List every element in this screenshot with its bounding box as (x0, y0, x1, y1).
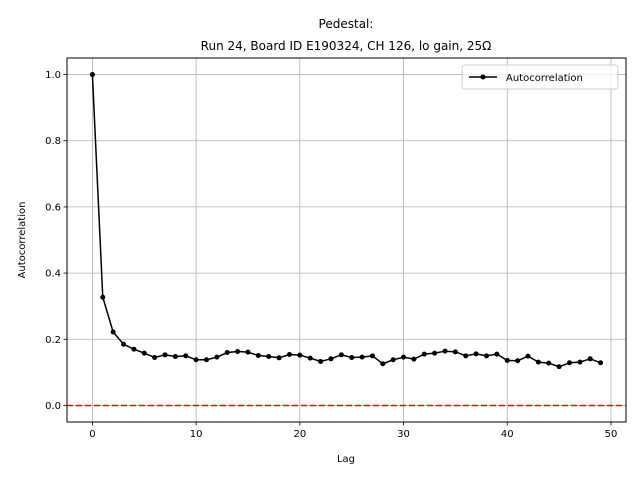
y-tick-label: 0.4 (45, 269, 61, 280)
data-point (203, 357, 209, 363)
data-point (245, 349, 251, 355)
y-tick-label: 1.0 (45, 70, 61, 81)
data-point (235, 349, 241, 355)
data-point (421, 351, 427, 357)
data-point (297, 352, 303, 358)
data-point (121, 341, 127, 347)
data-point (390, 357, 396, 363)
data-point (369, 353, 375, 359)
data-point (162, 352, 168, 358)
data-point (338, 352, 344, 358)
data-point (473, 351, 479, 357)
data-point (504, 357, 510, 363)
data-point (380, 361, 386, 367)
data-point (224, 350, 230, 356)
legend-box (461, 64, 619, 90)
legend: Autocorrelation (461, 64, 619, 90)
data-point (276, 355, 282, 361)
y-tick-label: 0.8 (45, 136, 61, 147)
data-point (255, 352, 261, 358)
data-point (100, 294, 106, 300)
x-tick-label: 30 (397, 429, 410, 440)
x-tick-label: 10 (190, 429, 203, 440)
axis-ticks: 0 10 20 30 40 50 0.0 0.2 0.4 0.6 0.8 1.0 (45, 70, 617, 440)
data-point (525, 353, 531, 359)
data-point (452, 349, 458, 355)
data-point (587, 356, 593, 362)
chart-title-line-1: Pedestal: (319, 17, 374, 31)
data-point (266, 353, 272, 359)
series-layer (89, 72, 604, 370)
x-tick-label: 50 (605, 429, 618, 440)
x-tick-label: 20 (293, 429, 306, 440)
y-tick-label: 0.2 (45, 335, 61, 346)
data-point (556, 364, 562, 370)
data-point (131, 346, 137, 352)
data-point (328, 356, 334, 362)
data-point (442, 348, 448, 354)
data-point (110, 329, 116, 335)
x-tick-label: 0 (89, 429, 95, 440)
data-point (214, 354, 220, 360)
data-point (411, 356, 417, 362)
data-point (183, 353, 189, 359)
data-point (193, 357, 199, 363)
data-point (432, 350, 438, 356)
data-point (494, 351, 500, 357)
y-tick-label: 0.6 (45, 202, 61, 213)
data-point (307, 355, 313, 361)
data-point (535, 359, 541, 365)
data-point (515, 358, 521, 364)
data-point (141, 350, 147, 356)
grid (67, 58, 626, 422)
data-point (359, 354, 365, 360)
legend-label: Autocorrelation (506, 73, 583, 84)
data-point (598, 360, 604, 366)
data-point (566, 360, 572, 366)
data-point (463, 353, 469, 359)
data-point (89, 72, 95, 78)
x-tick-label: 40 (501, 429, 514, 440)
chart-title-line-2: Run 24, Board ID E190324, CH 126, lo gai… (201, 39, 492, 53)
legend-marker-swatch (480, 74, 486, 80)
plot-frame (66, 57, 627, 423)
data-point (577, 359, 583, 365)
data-point (349, 354, 355, 360)
data-point (318, 358, 324, 364)
data-point (152, 354, 158, 360)
data-point (401, 354, 407, 360)
data-point (546, 360, 552, 366)
data-point (172, 353, 178, 359)
y-axis-label: Autocorrelation (17, 202, 28, 279)
y-tick-label: 0.0 (45, 401, 61, 412)
data-point (484, 353, 490, 359)
data-point (286, 351, 292, 357)
x-axis-label: Lag (337, 454, 355, 465)
